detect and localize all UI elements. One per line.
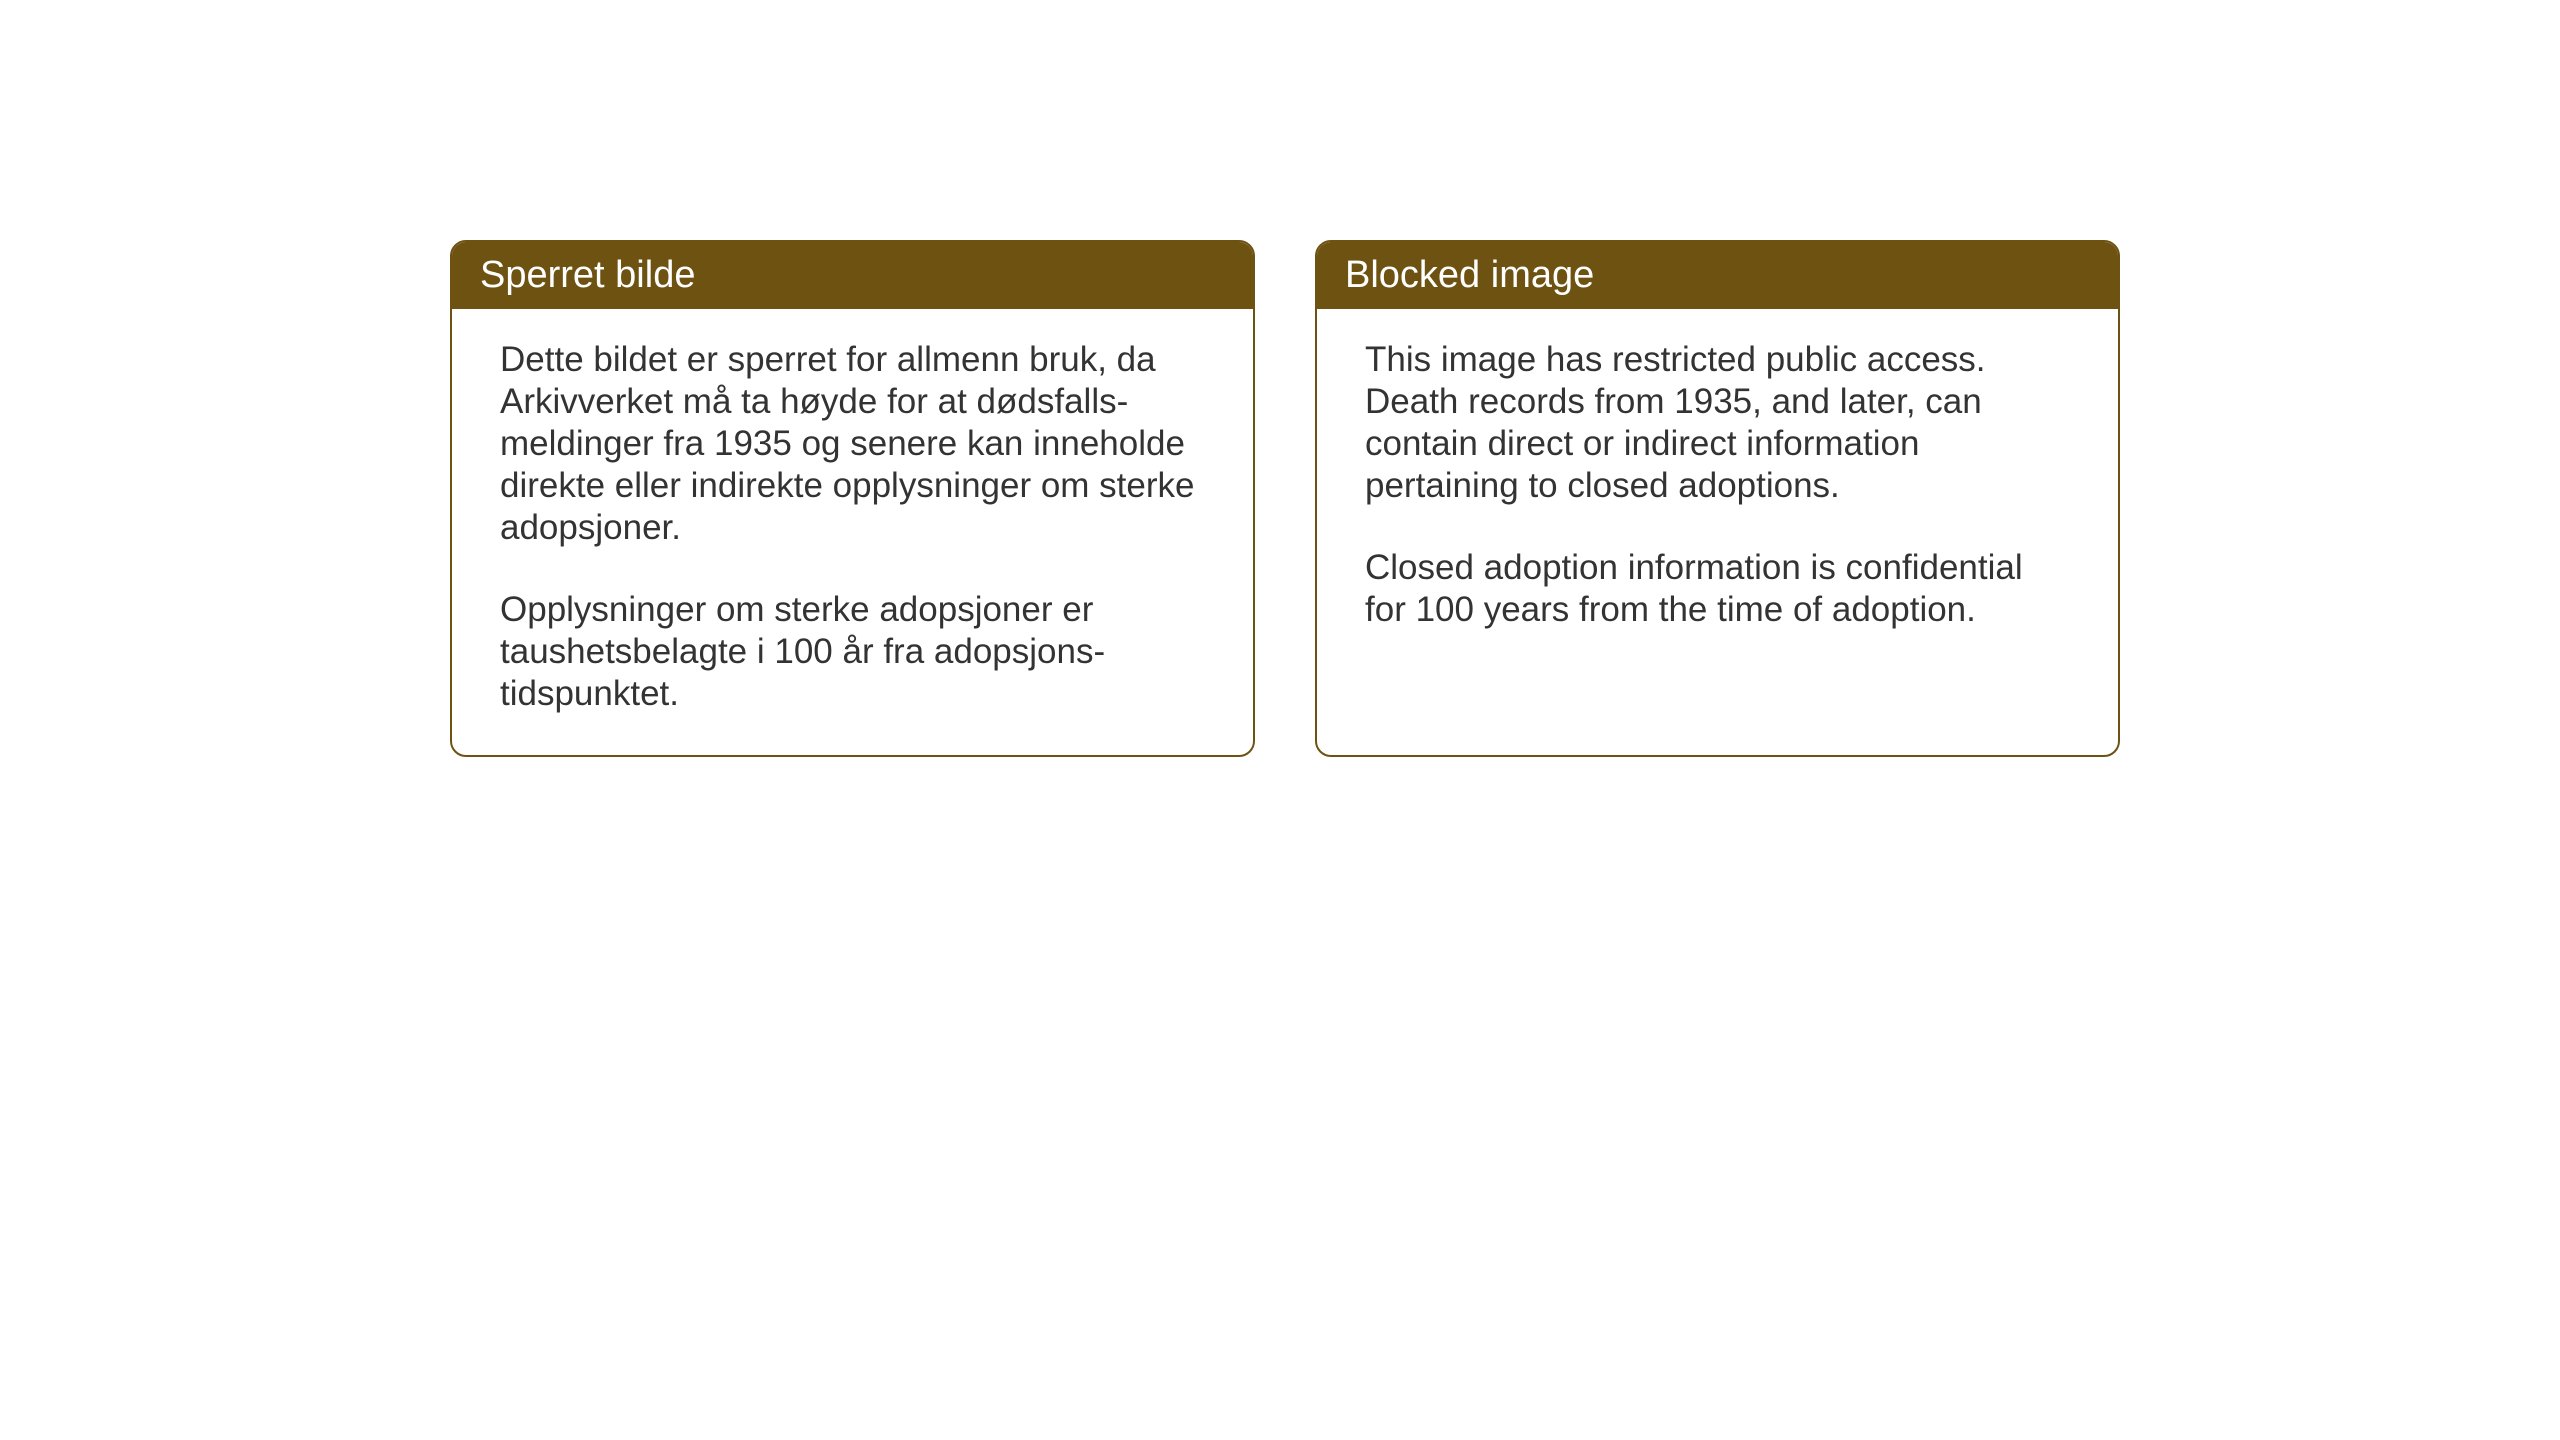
card-paragraph-2-english: Closed adoption information is confident… [1365,547,2070,631]
card-header-norwegian: Sperret bilde [452,242,1253,309]
notice-card-norwegian: Sperret bilde Dette bildet er sperret fo… [450,240,1255,757]
card-header-english: Blocked image [1317,242,2118,309]
card-title-norwegian: Sperret bilde [480,254,695,296]
card-paragraph-1-english: This image has restricted public access.… [1365,339,2070,507]
card-paragraph-1-norwegian: Dette bildet er sperret for allmenn bruk… [500,339,1205,549]
card-body-english: This image has restricted public access.… [1317,309,2118,749]
card-body-norwegian: Dette bildet er sperret for allmenn bruk… [452,309,1253,755]
notices-container: Sperret bilde Dette bildet er sperret fo… [450,240,2120,757]
card-paragraph-2-norwegian: Opplysninger om sterke adopsjoner er tau… [500,589,1205,715]
notice-card-english: Blocked image This image has restricted … [1315,240,2120,757]
card-title-english: Blocked image [1345,254,1594,296]
